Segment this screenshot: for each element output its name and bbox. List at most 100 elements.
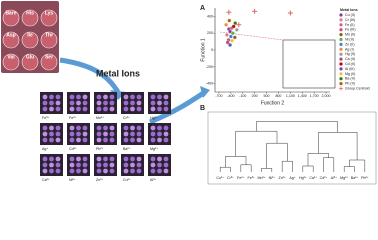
- legend-swatch: [339, 18, 343, 22]
- array-spot: [123, 125, 129, 131]
- array-spot: [157, 156, 162, 162]
- array-spot: [103, 94, 108, 100]
- array-spot: [136, 106, 142, 112]
- array-spot: [96, 125, 102, 131]
- array-spot: [82, 168, 88, 174]
- dendrogram-link: [318, 132, 358, 160]
- point: [230, 31, 235, 36]
- array-spot: [55, 168, 61, 174]
- array-spot: [123, 168, 129, 174]
- well-label: Val: [7, 54, 15, 60]
- array-spot: [130, 162, 135, 168]
- point: [231, 24, 236, 29]
- legend-swatch: [339, 47, 343, 51]
- y-tick-label: 400: [207, 14, 213, 18]
- array-spot: [130, 137, 135, 143]
- x-tick-label: 1,400: [298, 94, 307, 98]
- array-spot: [123, 137, 129, 143]
- array-spot: [103, 125, 108, 131]
- inset-box: [282, 39, 336, 89]
- array-spot: [55, 156, 61, 162]
- legend-entry: Pb (II): [345, 82, 355, 86]
- legend-swatch: [339, 62, 343, 66]
- arrow-head: [200, 86, 210, 98]
- legend-swatch: [339, 42, 343, 47]
- array-spot: [130, 125, 135, 131]
- array-spot: [136, 131, 142, 137]
- array-spot: [76, 94, 81, 100]
- dendrogram-link: [219, 166, 231, 172]
- array-spot: [69, 137, 75, 143]
- array-spot: [69, 94, 75, 100]
- centroid: [236, 22, 242, 28]
- array-spot: [42, 100, 48, 106]
- x-tick-label: -100: [239, 94, 246, 98]
- array-spot: [82, 131, 88, 137]
- array-spot: [69, 125, 75, 131]
- dendrogram-link: [266, 142, 288, 169]
- y-tick-label: 200: [207, 31, 213, 35]
- array-spot: [136, 168, 142, 174]
- array-spot: [55, 131, 61, 137]
- array-spot: [49, 162, 54, 168]
- array-spot: [109, 94, 115, 100]
- array-spot: [103, 100, 108, 106]
- array-spot: [96, 106, 102, 112]
- point: [228, 43, 233, 47]
- array-spot: [76, 156, 81, 162]
- array-spot: [163, 100, 169, 106]
- well-label: Ser: [45, 54, 53, 60]
- array-spot: [109, 137, 115, 143]
- array-spot: [69, 131, 75, 137]
- array-spot: [55, 106, 61, 112]
- well-label: Asp: [6, 32, 15, 38]
- legend-swatch: [339, 77, 343, 81]
- well: [2, 31, 20, 49]
- array-spot: [163, 162, 169, 168]
- array-spot: [157, 131, 162, 137]
- array-spot: [103, 162, 108, 168]
- array-spot: [42, 131, 48, 137]
- array-spot: [123, 162, 129, 168]
- legend-entry: Group Centroid: [345, 86, 370, 90]
- array-spot: [130, 106, 135, 112]
- array-spot: [123, 156, 129, 162]
- legend-swatch: [339, 28, 343, 32]
- array-spot: [109, 162, 115, 168]
- point: [224, 32, 229, 37]
- leaf-label: Zn²⁺: [279, 176, 286, 180]
- array-spot: [150, 94, 156, 100]
- leaf-label: Fe³⁺: [248, 176, 255, 180]
- array-spot: [163, 94, 169, 100]
- leaf-label: Fe²⁺: [237, 176, 244, 180]
- array-spot: [55, 94, 61, 100]
- array-spot: [76, 137, 81, 143]
- dendrogram-link: [281, 160, 293, 172]
- legend-swatch: [339, 86, 343, 91]
- leaf-label: Pb²⁺: [361, 176, 369, 180]
- figure: Metal Ions Bare His Lys Asp Ile Thr Val Glu Ser F…: [1, 1, 377, 185]
- well: [2, 9, 20, 27]
- dendrogram-link: [343, 166, 355, 172]
- array-spot: [163, 168, 169, 174]
- x-tick-label: 1,100: [286, 94, 295, 98]
- array-spot: [96, 94, 102, 100]
- array-spot: [150, 131, 156, 137]
- array-spot: [109, 125, 115, 131]
- legend-swatch: [339, 72, 343, 76]
- array-spot: [103, 106, 108, 112]
- array-label: Mn²⁺: [96, 116, 104, 120]
- array-spot: [123, 106, 129, 112]
- x-tick-label: 1,700: [310, 94, 319, 98]
- array-spot: [123, 131, 129, 137]
- leaf-label: Al³⁺: [331, 176, 337, 180]
- array-spot: [82, 156, 88, 162]
- array-spot: [157, 106, 162, 112]
- array-spot: [157, 137, 162, 143]
- array-spot: [69, 168, 75, 174]
- array-spot: [130, 131, 135, 137]
- array-spot: [76, 162, 81, 168]
- array-spot: [163, 137, 169, 143]
- leaf-label: Cr³⁺: [227, 176, 234, 180]
- array-spot: [103, 168, 108, 174]
